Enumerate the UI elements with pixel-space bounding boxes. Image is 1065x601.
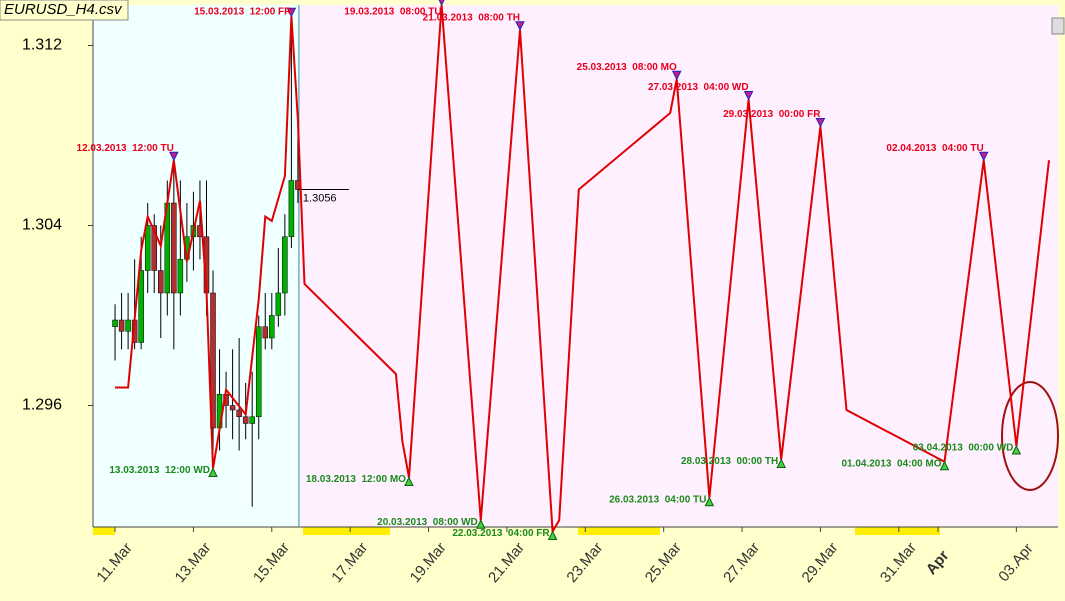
candle-body <box>282 236 288 294</box>
low-marker <box>1011 444 1022 455</box>
low-marker <box>475 519 486 529</box>
low-marker <box>704 496 715 507</box>
high-marker <box>743 91 754 101</box>
candle-body <box>144 225 151 271</box>
candle-body <box>275 292 282 316</box>
y-tick-label: 1.312 <box>22 37 62 54</box>
candle-body <box>151 225 157 271</box>
forecast-line <box>115 4 1050 535</box>
candle-body <box>210 292 216 429</box>
x-tick-label: 29.Mar <box>799 539 842 586</box>
high-label: 21.03.2013 08:00 TH <box>423 12 520 23</box>
high-label: 12.03.2013 12:00 TU <box>77 143 174 154</box>
x-tick-label: 11.Mar <box>93 540 135 586</box>
low-label: 18.03.2013 12:00 MO <box>306 474 406 485</box>
high-label: 19.03.2013 08:00 TU <box>344 7 441 18</box>
candle-body <box>125 319 131 332</box>
candle-body <box>177 259 184 294</box>
candle-body <box>249 416 255 424</box>
y-tick-label: 1.304 <box>22 217 62 234</box>
low-marker <box>776 458 787 468</box>
candle-body <box>242 416 249 424</box>
candle-body <box>118 319 125 332</box>
low-label: 22.03.2013 04:00 FR <box>452 528 550 539</box>
high-label: 02.04.2013 04:00 TU <box>886 143 983 154</box>
x-tick-label: 19.Mar <box>407 539 450 586</box>
candle-body <box>262 326 269 339</box>
high-label: 29.03.2013 00:00 FR <box>723 109 821 120</box>
high-marker <box>286 7 297 18</box>
low-label: 26.03.2013 04:00 TU <box>609 494 706 505</box>
candle-body <box>171 202 177 294</box>
low-marker <box>208 467 218 477</box>
low-marker <box>939 460 950 471</box>
high-marker <box>978 151 989 162</box>
x-tick-label: 25.Mar <box>642 539 685 586</box>
x-tick-label: 27.Mar <box>720 539 763 586</box>
highlight-ellipse <box>1001 381 1059 491</box>
title-box <box>0 0 129 21</box>
x-tick-label: 31.Mar <box>877 539 920 586</box>
x-tick-label: 17.Mar <box>328 539 371 586</box>
candle-body <box>269 315 275 339</box>
x-tick-label: 03.Apr <box>995 540 1036 585</box>
low-label: 13.03.2013 12:00 WD <box>109 465 210 476</box>
low-label: 01.04.2013 04:00 MO <box>841 458 941 469</box>
low-label: 28.03.2013 00:00 TH <box>681 456 778 467</box>
candle-body <box>255 326 262 417</box>
x-tick-label: 23.Mar <box>563 539 606 586</box>
high-marker <box>438 0 445 7</box>
low-label: 03.04.2013 00:00 WD <box>913 443 1014 454</box>
low-marker <box>404 476 414 486</box>
high-marker <box>815 118 826 128</box>
x-tick-label: 21.Mar <box>485 539 528 586</box>
toolbar-icon[interactable] <box>1051 17 1065 35</box>
history-background <box>93 5 299 527</box>
low-marker <box>547 530 558 540</box>
high-label: 27.03.2013 04:00 WD <box>648 82 749 93</box>
axis-bands <box>93 527 940 535</box>
chart-title: EURUSD_H4.csv <box>4 1 123 18</box>
axis-band <box>303 527 390 535</box>
high-marker <box>169 151 179 162</box>
high-label: 15.03.2013 12:00 FR <box>194 7 292 18</box>
candle-body <box>236 409 242 417</box>
axis-band <box>855 527 940 535</box>
axis-band <box>578 527 660 535</box>
low-label: 20.03.2013 08:00 WD <box>377 517 478 528</box>
candle-body <box>288 180 295 237</box>
x-tick-label: Apr <box>923 547 953 578</box>
high-marker <box>515 21 525 31</box>
high-marker <box>671 70 682 81</box>
high-label: 25.03.2013 08:00 MO <box>577 62 677 73</box>
candle-body <box>158 270 164 294</box>
candle-body <box>229 405 236 411</box>
axis-band <box>93 527 115 535</box>
candle-body <box>138 270 144 343</box>
x-tick-label: 15.Mar <box>250 539 293 586</box>
last-price-label: 1.3056 <box>303 192 337 204</box>
candle-body <box>112 319 118 327</box>
x-tick-label: 13.Mar <box>171 539 214 586</box>
y-tick-label: 1.296 <box>22 397 62 414</box>
